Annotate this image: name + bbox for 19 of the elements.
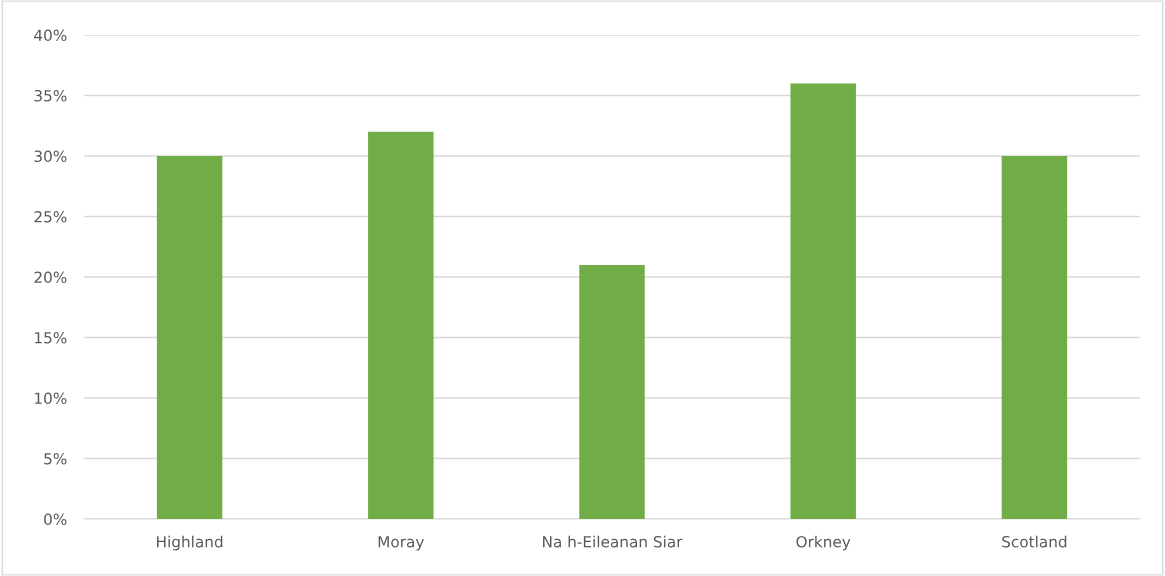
- y-tick-label: 5%: [44, 452, 67, 465]
- x-tick-label: Moray: [378, 536, 424, 551]
- y-tick-label: 15%: [35, 331, 67, 344]
- bar: [156, 156, 223, 519]
- y-tick-label: 0%: [44, 513, 67, 526]
- x-tick-label: Highland: [157, 535, 223, 551]
- y-tick-label: 10%: [35, 392, 67, 405]
- y-tick-label: 40%: [34, 29, 67, 42]
- x-tick-label: Na h-Eileanan Siar: [543, 535, 683, 548]
- bar: [1001, 156, 1068, 519]
- bar: [790, 83, 856, 519]
- y-tick-label: 20%: [34, 271, 67, 284]
- y-tick-label: 35%: [34, 89, 67, 102]
- bar: [368, 131, 434, 519]
- y-tick-label: 30%: [34, 150, 67, 163]
- bar: [579, 264, 645, 519]
- x-tick-label: Scotland: [1002, 535, 1067, 548]
- y-tick-label: 25%: [34, 210, 67, 223]
- x-tick-label: Orkney: [796, 535, 851, 551]
